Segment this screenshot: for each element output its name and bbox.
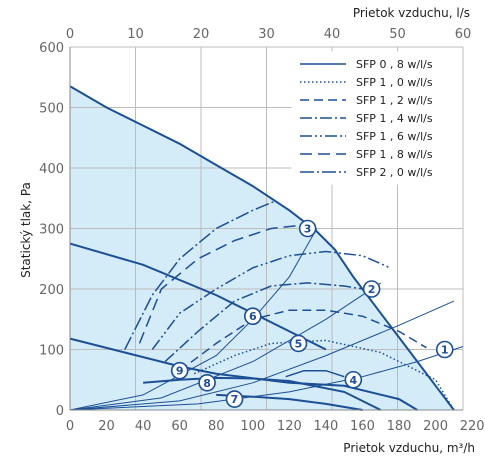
x-tick-label-bottom: 120	[277, 419, 302, 434]
x-tick-label-bottom: 180	[387, 419, 412, 434]
operating-point-label: 7	[231, 393, 239, 406]
x-tick-label-top: 0	[66, 27, 74, 42]
x-tick-label-bottom: 20	[98, 419, 115, 434]
y-tick-label: 100	[39, 344, 64, 359]
x-axis-label-top: Prietok vzduchu, l/s	[353, 6, 470, 20]
x-tick-label-bottom: 40	[135, 419, 152, 434]
x-tick-label-bottom: 140	[313, 419, 338, 434]
legend-entry: SFP 1 , 0 w/l/s	[356, 76, 433, 89]
legend-entry: SFP 1 , 8 w/l/s	[356, 148, 433, 161]
legend-entry: SFP 0 , 8 w/l/s	[356, 58, 433, 71]
x-tick-label-bottom: 100	[240, 419, 265, 434]
y-tick-label: 400	[39, 162, 64, 177]
y-tick-label: 300	[39, 223, 64, 238]
x-tick-label-bottom: 80	[208, 419, 225, 434]
x-tick-label-bottom: 0	[66, 419, 74, 434]
operating-point-label: 9	[176, 365, 184, 378]
legend: SFP 0 , 8 w/l/s SFP 1 , 0 w/l/s SFP 1 , 2 …	[292, 52, 462, 184]
x-tick-label-bottom: 200	[423, 419, 448, 434]
y-tick-label: 0	[56, 404, 64, 419]
operating-point-label: 6	[249, 310, 257, 323]
legend-entry: SFP 1 , 6 w/l/s	[356, 130, 433, 143]
y-tick-label: 500	[39, 102, 64, 117]
legend-entry: SFP 2 , 0 w/l/s	[356, 166, 433, 179]
operating-point-label: 3	[304, 223, 312, 236]
legend-entry: SFP 1 , 4 w/l/s	[356, 112, 433, 125]
y-tick-label: 600	[39, 41, 64, 56]
x-tick-label-top: 60	[455, 27, 472, 42]
x-tick-label-top: 50	[389, 27, 406, 42]
x-tick-label-bottom: 220	[460, 419, 485, 434]
x-tick-label-bottom: 160	[350, 419, 375, 434]
operating-point-label: 8	[203, 377, 211, 390]
x-tick-label-top: 10	[127, 27, 144, 42]
y-tick-label: 200	[39, 283, 64, 298]
x-axis-label-bottom: Prietok vzduchu, m³/h	[343, 441, 475, 455]
x-tick-label-top: 20	[193, 27, 210, 42]
operating-point-label: 2	[368, 283, 376, 296]
y-axis-label: Statický tlak, Pa	[19, 182, 33, 278]
legend-entry: SFP 1 , 2 w/l/s	[356, 94, 433, 107]
x-tick-label-bottom: 60	[171, 419, 188, 434]
operating-point-label: 5	[295, 337, 303, 350]
x-tick-label-top: 40	[324, 27, 341, 42]
operating-point-label: 4	[349, 374, 357, 387]
x-tick-label-top: 30	[258, 27, 275, 42]
operating-point-label: 1	[441, 344, 449, 357]
